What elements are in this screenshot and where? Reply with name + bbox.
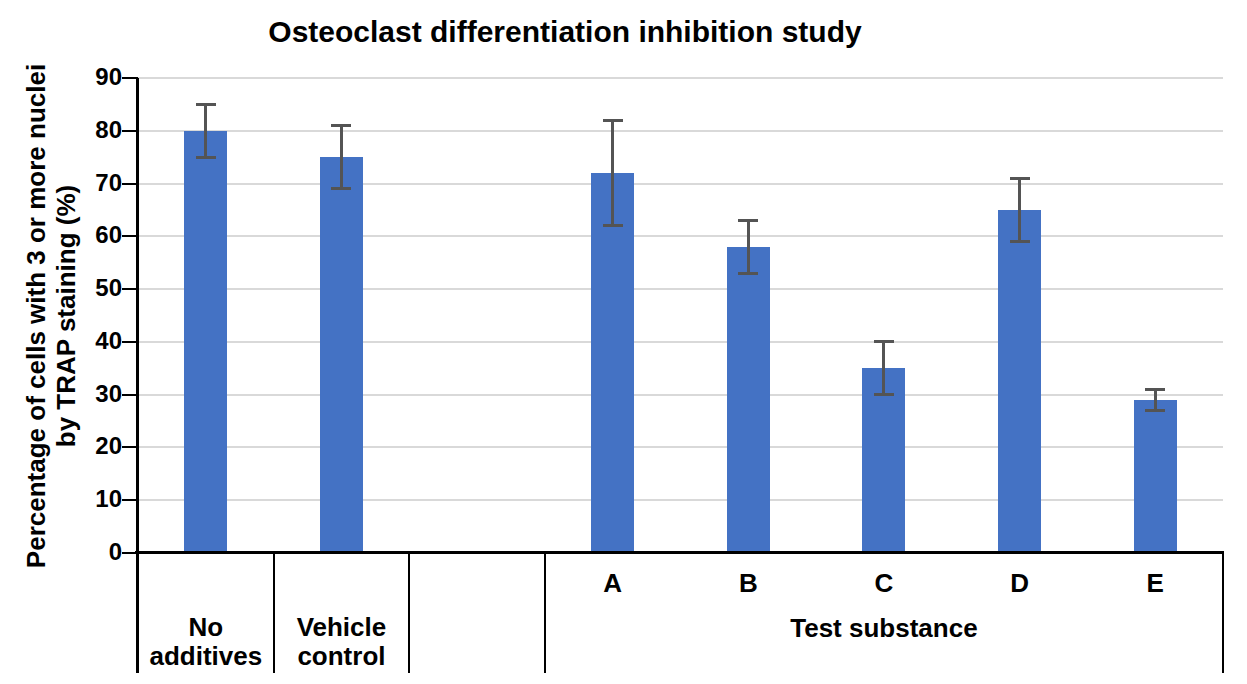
category-label-b: B bbox=[739, 569, 758, 598]
category-label-line: No bbox=[149, 613, 262, 642]
y-axis-tick-label-80: 80 bbox=[40, 116, 122, 144]
y-axis-tick-label-0: 0 bbox=[40, 538, 122, 566]
y-axis-tick-label-60: 60 bbox=[40, 222, 122, 250]
error-bar-cap-bottom-c bbox=[874, 393, 894, 396]
y-axis-tick-10 bbox=[122, 499, 138, 501]
x-axis-line bbox=[135, 551, 1224, 554]
y-axis-tick-50 bbox=[122, 288, 138, 290]
gridline-60 bbox=[138, 235, 1223, 237]
error-bar-cap-bottom-no-additives bbox=[196, 156, 216, 159]
error-bar-cap-bottom-e bbox=[1145, 409, 1165, 412]
y-axis-tick-label-70: 70 bbox=[40, 169, 122, 197]
y-axis-tick-40 bbox=[122, 341, 138, 343]
error-bar-cap-bottom-vehicle-control bbox=[331, 187, 351, 190]
error-bar-cap-top-e bbox=[1145, 388, 1165, 391]
gridline-40 bbox=[138, 341, 1223, 343]
category-divider-3 bbox=[544, 554, 546, 673]
gridline-20 bbox=[138, 446, 1223, 448]
error-bar-cap-top-a bbox=[603, 119, 623, 122]
y-axis-tick-60 bbox=[122, 235, 138, 237]
gridline-80 bbox=[138, 130, 1223, 132]
error-bar-cap-top-no-additives bbox=[196, 103, 216, 106]
y-axis-line bbox=[136, 78, 139, 673]
error-bar-cap-bottom-a bbox=[603, 224, 623, 227]
error-bar-cap-top-vehicle-control bbox=[331, 124, 351, 127]
y-axis-tick-80 bbox=[122, 130, 138, 132]
category-label-c: C bbox=[875, 569, 894, 598]
y-axis-tick-label-20: 20 bbox=[40, 433, 122, 461]
y-axis-tick-label-50: 50 bbox=[40, 275, 122, 303]
bar-e bbox=[1134, 400, 1177, 553]
error-bar-b bbox=[747, 221, 750, 274]
x-axis-group-label: Test substance bbox=[545, 613, 1223, 644]
category-divider-1 bbox=[273, 554, 275, 673]
bar-d bbox=[998, 210, 1041, 553]
chart-title: Osteoclast differentiation inhibition st… bbox=[0, 14, 1130, 50]
error-bar-cap-bottom-b bbox=[738, 272, 758, 275]
category-label-e: E bbox=[1147, 569, 1164, 598]
y-axis-tick-30 bbox=[122, 394, 138, 396]
error-bar-d bbox=[1018, 178, 1021, 241]
gridline-70 bbox=[138, 183, 1223, 185]
category-label-line: Vehicle bbox=[297, 613, 387, 642]
category-label-vehicle-control: Vehiclecontrol bbox=[297, 613, 387, 671]
category-label-no-additives: Noadditives bbox=[149, 613, 262, 671]
error-bar-cap-top-d bbox=[1010, 177, 1030, 180]
bar-vehicle-control bbox=[320, 157, 363, 553]
y-axis-tick-label-30: 30 bbox=[40, 380, 122, 408]
gridline-10 bbox=[138, 499, 1223, 501]
y-axis-tick-70 bbox=[122, 183, 138, 185]
error-bar-c bbox=[882, 342, 885, 395]
category-label-a: A bbox=[603, 569, 622, 598]
bar-no-additives bbox=[184, 131, 227, 553]
gridline-30 bbox=[138, 394, 1223, 396]
error-bar-vehicle-control bbox=[340, 126, 343, 189]
error-bar-a bbox=[611, 120, 614, 226]
gridline-90 bbox=[138, 77, 1223, 79]
gridline-50 bbox=[138, 288, 1223, 290]
category-divider-2 bbox=[408, 554, 410, 673]
y-axis-tick-label-10: 10 bbox=[40, 486, 122, 514]
y-axis-tick-20 bbox=[122, 446, 138, 448]
category-label-line: additives bbox=[149, 642, 262, 671]
y-axis-tick-90 bbox=[122, 77, 138, 79]
error-bar-cap-top-b bbox=[738, 219, 758, 222]
bar-b bbox=[727, 247, 770, 553]
category-label-d: D bbox=[1010, 569, 1029, 598]
category-divider-8 bbox=[1222, 554, 1224, 673]
bar-a bbox=[591, 173, 634, 553]
category-label-line: control bbox=[297, 642, 387, 671]
error-bar-cap-bottom-d bbox=[1010, 240, 1030, 243]
error-bar-cap-top-c bbox=[874, 340, 894, 343]
y-axis-tick-label-40: 40 bbox=[40, 327, 122, 355]
y-axis-tick-0 bbox=[122, 552, 138, 554]
error-bar-e bbox=[1154, 389, 1157, 410]
bar-chart: Osteoclast differentiation inhibition st… bbox=[0, 0, 1247, 684]
y-axis-tick-label-90: 90 bbox=[40, 63, 122, 91]
error-bar-no-additives bbox=[204, 104, 207, 157]
